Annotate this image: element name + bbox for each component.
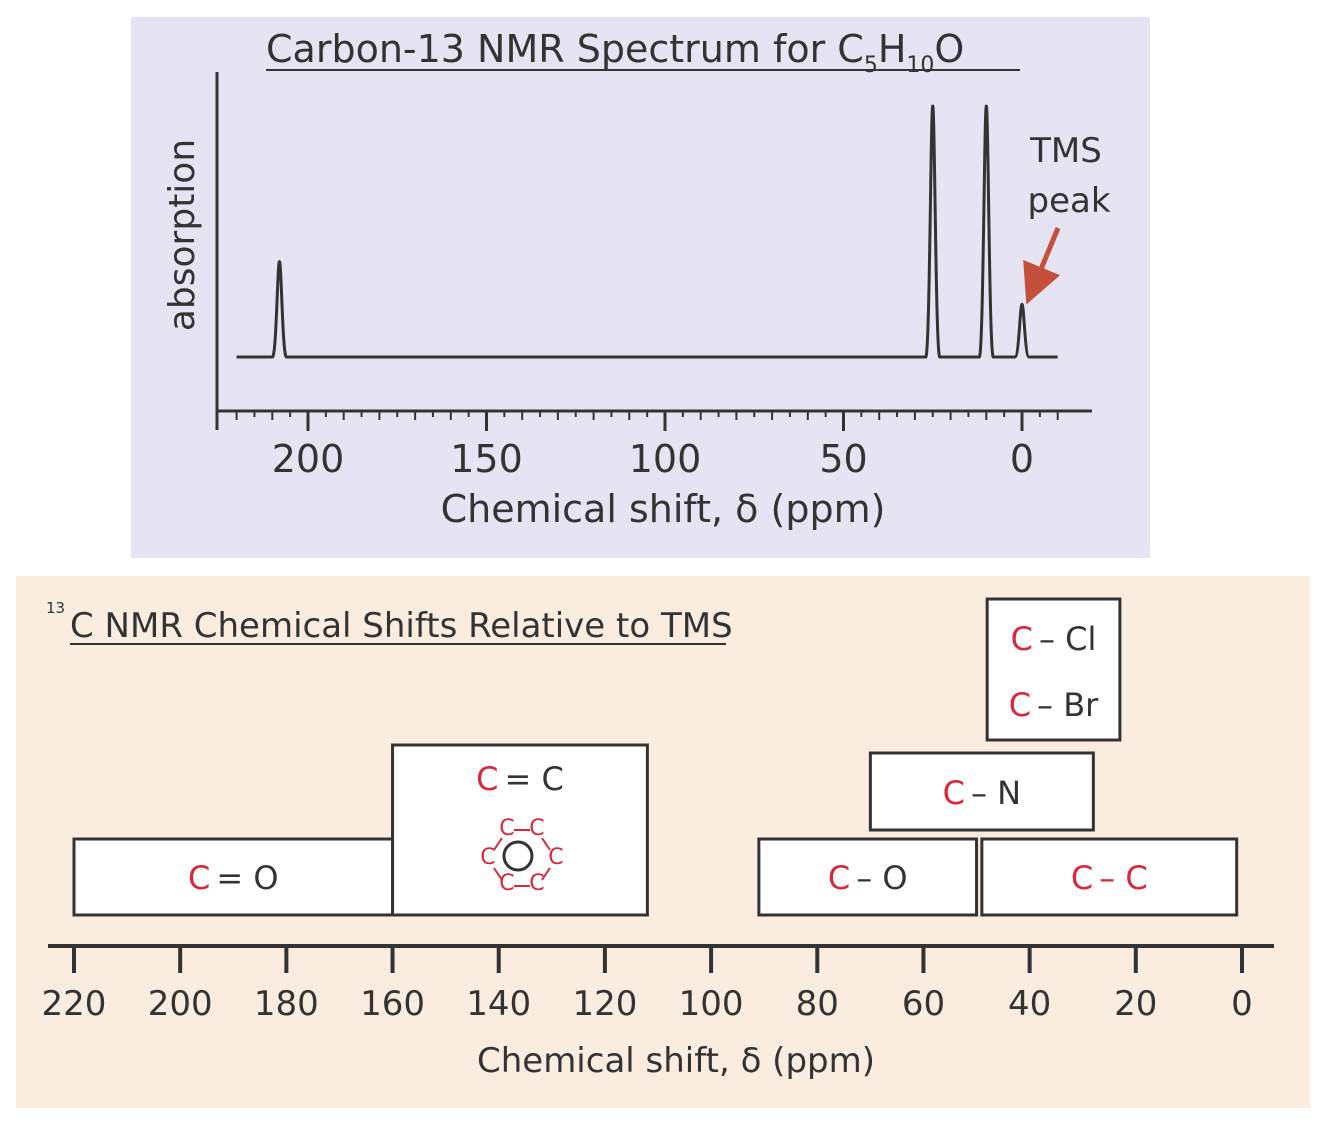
ring-bond — [493, 867, 503, 881]
tms-label-line1: TMS — [1029, 131, 1102, 171]
aromatic-ring-circle — [502, 840, 534, 872]
ring-bond — [541, 867, 551, 881]
ring-bonds — [493, 829, 551, 887]
range-x-tick-label: 80 — [796, 984, 839, 1024]
spectrum-panel — [131, 17, 1150, 558]
range-label-alkene: C = C — [476, 760, 564, 798]
x-axis-label: Chemical shift, δ (ppm) — [441, 487, 886, 531]
x-tick-label: 150 — [450, 437, 523, 481]
ring-carbon: C — [499, 816, 514, 841]
aromatic-ring-icon: C C C C C C — [480, 816, 563, 896]
range-x-tick-label: 40 — [1008, 984, 1051, 1024]
range-x-tick-label: 180 — [254, 984, 319, 1024]
spectrum-chart: Carbon-13 NMR Spectrum for C5H10O absorp… — [162, 27, 1111, 531]
x-tick-label: 50 — [819, 437, 867, 481]
range-x-tick-label: 100 — [679, 984, 744, 1024]
range-x-tick-label: 0 — [1231, 984, 1253, 1024]
ring-carbon: C — [529, 871, 544, 896]
spectrum-trace — [236, 104, 1058, 359]
range-label-c-o: C – O — [828, 859, 908, 897]
range-title: C NMR Chemical Shifts Relative to TMS — [70, 606, 733, 646]
range-box-c-n — [868, 751, 1095, 832]
range-box-c-o — [757, 837, 979, 917]
ring-bond — [541, 837, 551, 851]
range-x-tick-label: 200 — [148, 984, 213, 1024]
tms-label-line2: peak — [1027, 181, 1110, 221]
range-x-axis-label: Chemical shift, δ (ppm) — [477, 1041, 875, 1081]
range-label-c-n: C – N — [943, 774, 1021, 812]
range-label-c-cl: C – Cl — [1011, 620, 1097, 658]
shift-ranges-chart: 13 C NMR Chemical Shifts Relative to TMS… — [42, 597, 1274, 1081]
range-x-tick-label: 120 — [572, 984, 637, 1024]
range-box-c-c — [980, 837, 1239, 917]
y-axis-label: absorption — [162, 139, 203, 331]
x-tick-label: 100 — [629, 437, 702, 481]
range-box-c-halogen — [985, 597, 1122, 742]
ring-bond — [493, 837, 503, 851]
range-label-carbonyl: C = O — [188, 859, 279, 897]
x-tick-labels: 200 150 100 50 0 — [272, 437, 1034, 481]
range-x-tick-label: 20 — [1114, 984, 1157, 1024]
tms-arrow — [1023, 227, 1061, 305]
x-tick-label: 200 — [272, 437, 345, 481]
ring-carbon: C — [548, 845, 563, 870]
x-major-ticks — [306, 411, 1024, 431]
range-x-tick-label: 160 — [360, 984, 425, 1024]
range-x-tick-label: 220 — [42, 984, 107, 1024]
ring-carbon: C — [499, 871, 514, 896]
range-x-tick-label: 140 — [466, 984, 531, 1024]
range-title-superscript: 13 — [46, 599, 65, 617]
ring-carbon: C — [529, 816, 544, 841]
x-tick-label: 0 — [1010, 437, 1034, 481]
ring-carbon: C — [480, 845, 495, 870]
range-label-c-br: C – Br — [1009, 686, 1099, 724]
range-x-tick-label: 60 — [902, 984, 945, 1024]
range-x-tick-labels: 220 200 180 160 140 120 100 80 60 40 20 0 — [42, 984, 1253, 1024]
spectrum-title: Carbon-13 NMR Spectrum for C5H10O — [266, 27, 964, 78]
range-x-ticks — [72, 946, 1244, 973]
range-label-c-c: C – C — [1071, 859, 1148, 897]
